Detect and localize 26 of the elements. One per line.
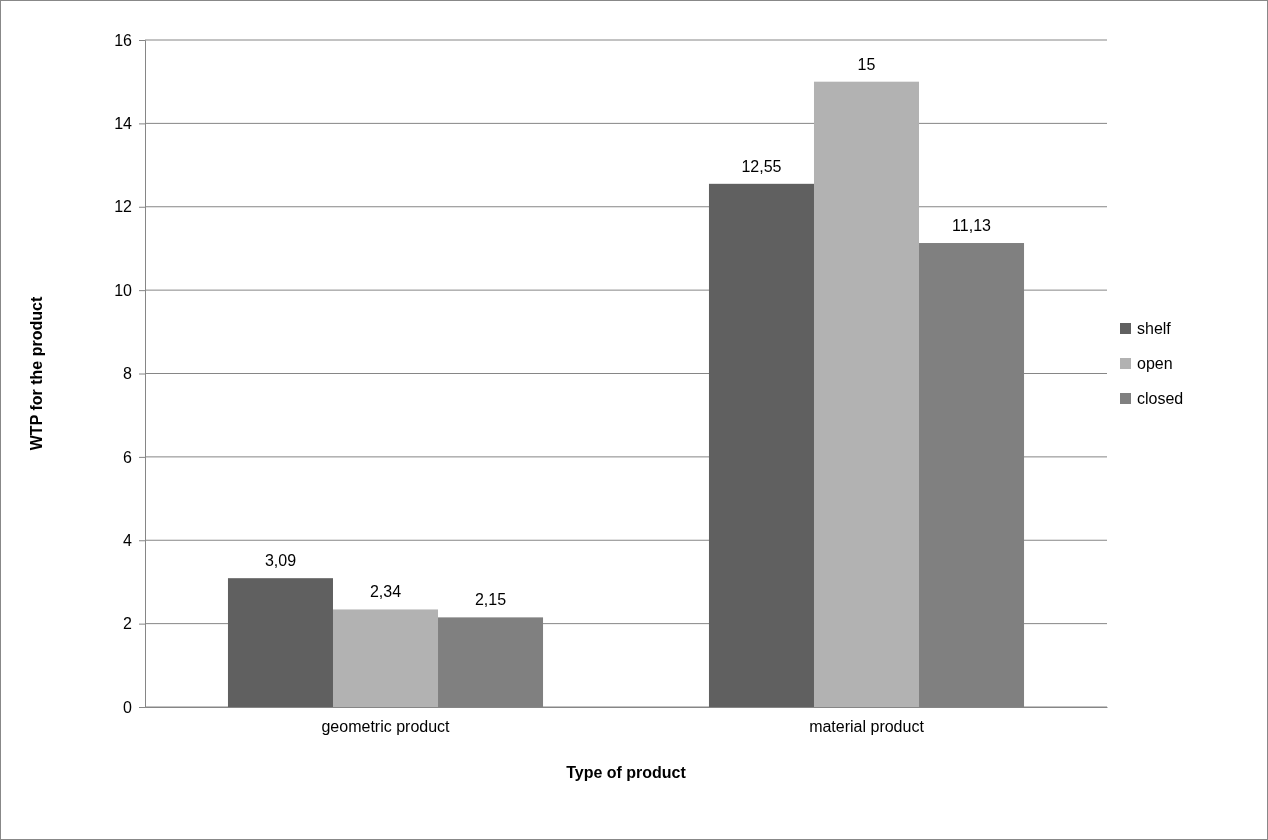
- data-label: 11,13: [952, 217, 992, 235]
- x-tick-label: geometric product: [321, 718, 451, 735]
- y-tick-label: 6: [123, 448, 133, 466]
- y-tick-label: 10: [114, 281, 133, 299]
- y-tick-label: 16: [114, 31, 133, 49]
- legend-label: open: [1137, 355, 1173, 372]
- data-label: 15: [857, 55, 876, 73]
- bar: [813, 81, 920, 707]
- y-tick-label: 8: [123, 365, 133, 383]
- data-label: 3,09: [264, 552, 297, 570]
- y-axis-title: WTP for the product: [28, 296, 45, 451]
- y-tick-label: 12: [114, 198, 133, 216]
- data-label: 12,55: [741, 157, 782, 175]
- x-axis-title: Type of product: [566, 764, 687, 781]
- legend-label: shelf: [1137, 320, 1172, 337]
- y-tick-label: 0: [123, 698, 133, 716]
- x-tick-label: material product: [809, 718, 925, 735]
- data-label: 2,15: [474, 591, 507, 609]
- y-tick-label: 14: [114, 115, 133, 132]
- bar: [332, 609, 439, 707]
- bar: [708, 183, 814, 707]
- data-label: 2,34: [369, 583, 402, 601]
- bar: [227, 578, 333, 707]
- legend-label: closed: [1137, 390, 1184, 407]
- y-tick-label: 4: [123, 531, 133, 549]
- y-tick-label: 2: [123, 615, 133, 633]
